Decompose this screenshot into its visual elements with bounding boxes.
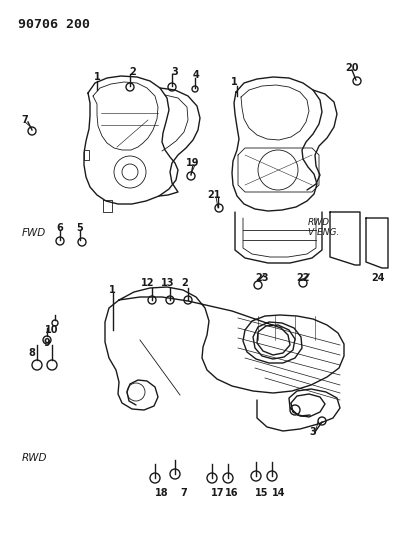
Text: 17: 17 <box>211 488 224 498</box>
Text: 1: 1 <box>94 72 100 82</box>
Text: 3: 3 <box>171 67 178 77</box>
Text: 2: 2 <box>181 278 188 288</box>
Text: 2: 2 <box>129 67 136 77</box>
Text: 3: 3 <box>309 427 315 437</box>
Text: 19: 19 <box>186 158 199 168</box>
Text: 6: 6 <box>56 223 63 233</box>
Text: 7: 7 <box>21 115 28 125</box>
Text: 90706 200: 90706 200 <box>18 18 90 31</box>
Text: 23: 23 <box>255 273 268 283</box>
Text: 21: 21 <box>207 190 220 200</box>
Text: FWD: FWD <box>22 228 46 238</box>
Text: 9: 9 <box>43 338 50 348</box>
Text: 16: 16 <box>225 488 238 498</box>
Text: 8: 8 <box>28 348 35 358</box>
Text: RWD: RWD <box>307 218 329 227</box>
Text: 12: 12 <box>141 278 154 288</box>
Text: 24: 24 <box>370 273 384 283</box>
Text: 22: 22 <box>296 273 309 283</box>
Text: 1: 1 <box>230 77 237 87</box>
Text: 14: 14 <box>272 488 285 498</box>
Text: 1: 1 <box>109 285 115 295</box>
Text: V ENG.: V ENG. <box>307 228 339 237</box>
Text: 15: 15 <box>255 488 268 498</box>
Text: 18: 18 <box>155 488 168 498</box>
Text: 5: 5 <box>77 223 83 233</box>
Text: 4: 4 <box>192 70 199 80</box>
Text: 13: 13 <box>161 278 174 288</box>
Text: 7: 7 <box>180 488 187 498</box>
Text: 20: 20 <box>344 63 358 73</box>
Text: 10: 10 <box>45 325 59 335</box>
Text: RWD: RWD <box>22 453 47 463</box>
